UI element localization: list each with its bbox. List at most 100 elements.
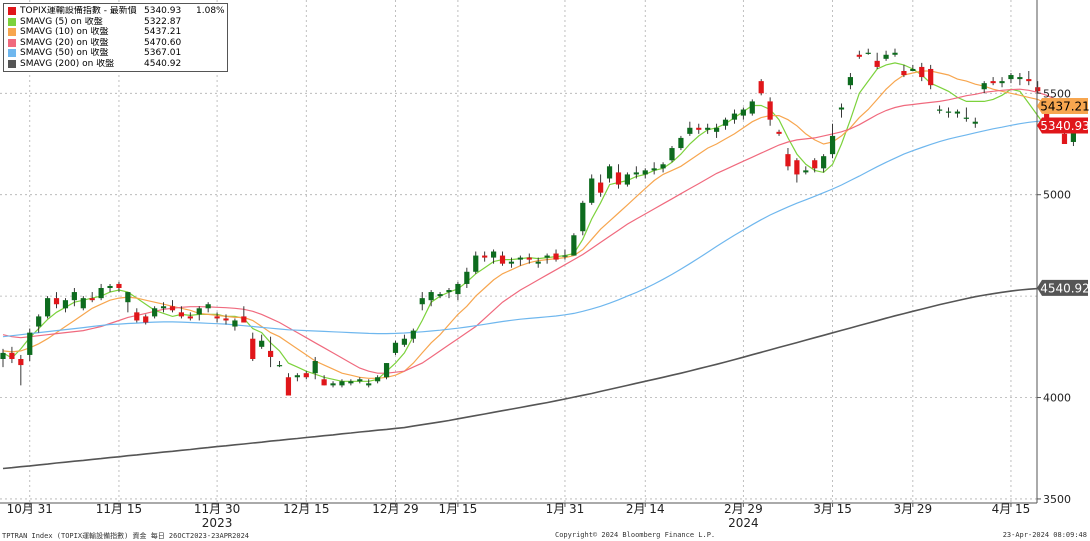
x-tick-label: 12月 15 (283, 502, 329, 516)
candle-body (152, 308, 158, 317)
candle (1008, 73, 1014, 84)
candle-body (0, 352, 6, 359)
candle-body (999, 81, 1005, 84)
candle (178, 306, 184, 319)
candle (36, 314, 42, 333)
candle-body (339, 381, 345, 386)
candle-body (696, 127, 702, 130)
candle-body (767, 101, 773, 120)
candle (910, 64, 916, 71)
candle (419, 292, 425, 311)
candle (526, 253, 532, 264)
candle-body (651, 168, 657, 171)
candle (383, 363, 390, 380)
candle (276, 361, 283, 368)
candle-body (89, 298, 95, 301)
candle-body (928, 68, 934, 86)
tag-label: 5437.21 (1040, 100, 1090, 114)
series-line (2, 287, 1056, 470)
year-label: 2023 (202, 516, 233, 530)
candle-body (410, 330, 416, 339)
candle-body (571, 235, 577, 256)
candle (624, 172, 630, 187)
candle-body (749, 101, 755, 114)
x-tick-label: 4月 15 (992, 502, 1031, 516)
candle-body (27, 332, 33, 355)
candle (285, 373, 292, 396)
candle-body (517, 257, 523, 260)
x-tick-label: 3月 15 (813, 502, 852, 516)
candle (633, 166, 639, 179)
candle-body (580, 202, 586, 232)
candle (669, 146, 675, 163)
legend-swatch (8, 59, 16, 68)
candle-body (847, 77, 853, 86)
candle (339, 379, 345, 388)
candle-body (312, 361, 318, 374)
x-tick-label: 2月 14 (626, 502, 665, 516)
footer-source: TPTRAN Index (TOPIX運輸設備指數) 資金 每日 26OCT20… (2, 532, 250, 540)
candle-body (143, 316, 149, 323)
candle (874, 52, 880, 69)
candle-body (544, 255, 550, 258)
candle (919, 62, 925, 82)
legend-label: SMAVG (5) on 收盤 (20, 16, 103, 27)
candle-body (178, 312, 184, 317)
candle (580, 200, 586, 236)
candle (125, 292, 131, 313)
candle (535, 257, 541, 268)
candle (963, 107, 969, 122)
candle-body (285, 377, 292, 396)
candle-body (589, 178, 595, 203)
candle-body (705, 127, 711, 130)
candle (196, 306, 202, 321)
candle-body (392, 342, 399, 353)
candle (981, 81, 987, 94)
x-tick-label: 1月 15 (439, 502, 478, 516)
candle (821, 154, 827, 173)
candle (642, 168, 648, 179)
y-tick-label: 4000 (1043, 392, 1071, 405)
candle (615, 164, 622, 189)
candle (722, 117, 729, 130)
candle (740, 107, 746, 120)
y-tick-label: 3500 (1043, 493, 1071, 506)
candle (785, 148, 791, 171)
candle (687, 121, 693, 136)
candle (499, 251, 506, 266)
y-tick-label: 5500 (1043, 87, 1071, 100)
candle (321, 375, 327, 386)
candle (187, 312, 193, 321)
candle (749, 99, 755, 116)
candle-body (562, 255, 568, 257)
candle (758, 79, 764, 96)
candle (972, 117, 978, 128)
candle-body (357, 379, 363, 382)
candle (892, 48, 898, 57)
candle (562, 249, 568, 260)
candle (803, 166, 809, 175)
candle-body (491, 251, 497, 258)
candle (571, 233, 577, 256)
candle-body (303, 373, 309, 378)
legend-row-sma5: SMAVG (5) on 收盤 5322.87 (8, 17, 224, 28)
candle-body (419, 298, 425, 305)
candle-body (758, 81, 764, 94)
candle (714, 123, 720, 138)
candle (482, 251, 488, 262)
candle (945, 107, 952, 118)
candle (169, 300, 176, 313)
candle (214, 312, 220, 323)
footer-copyright: Copyright© 2024 Bloomberg Finance L.P. (555, 531, 716, 539)
candle (678, 135, 684, 151)
candle (303, 371, 309, 380)
candle-body (535, 261, 541, 264)
candle-body (740, 109, 746, 116)
last-value-tag: 4540.92 (1037, 279, 1090, 296)
candle-body (687, 127, 693, 134)
candle-body (633, 172, 639, 175)
candle (294, 373, 300, 382)
candle-body (259, 340, 265, 347)
candle-body (36, 316, 42, 327)
candle-body (1035, 87, 1041, 92)
